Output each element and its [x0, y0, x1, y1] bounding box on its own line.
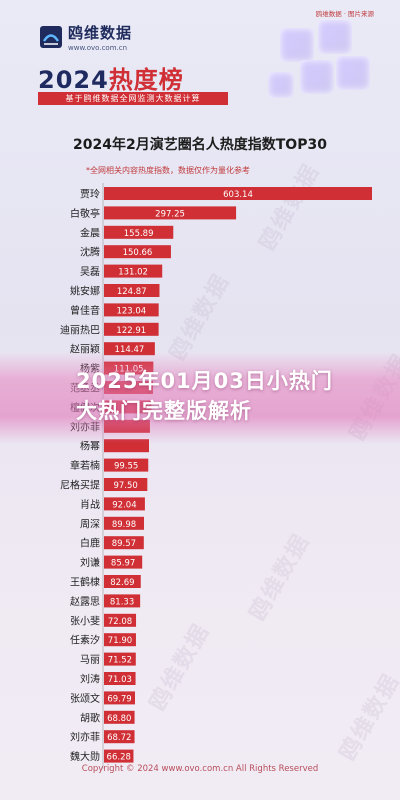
bar [104, 633, 136, 647]
bar [104, 672, 136, 685]
category-label: 金晨 [80, 226, 100, 239]
brand-header: 鸥维数据 www.ovo.com.cn [40, 22, 132, 52]
value-label: 69.79 [107, 694, 131, 704]
overlay-banner [0, 352, 400, 444]
category-label: 白鹿 [80, 537, 100, 550]
bar [104, 245, 171, 259]
category-label: 张颂文 [70, 692, 100, 705]
bar [104, 284, 160, 297]
category-label: 姚安娜 [70, 285, 100, 298]
brand-url: www.ovo.com.cn [68, 44, 128, 52]
bar [104, 187, 372, 200]
value-label: 66.28 [107, 753, 131, 763]
category-label: 刘谦 [80, 556, 100, 569]
category-label: 胡歌 [80, 711, 100, 724]
bar [104, 555, 143, 569]
value-label: 89.98 [112, 520, 136, 530]
bar [104, 497, 145, 511]
value-label: 68.72 [107, 733, 131, 743]
bar [104, 264, 163, 278]
page-title: 2024热度榜 [38, 60, 184, 95]
category-label: 任素汐 [70, 634, 100, 647]
bar [104, 710, 135, 724]
bar [104, 575, 141, 588]
value-label: 92.04 [112, 500, 136, 510]
category-label: 赵露思 [70, 595, 100, 608]
category-label: 章若楠 [70, 459, 100, 472]
bar [104, 730, 135, 744]
value-label: 123.04 [116, 306, 146, 316]
value-label: 89.57 [112, 539, 136, 549]
bar [104, 594, 141, 608]
brand-name: 鸥维数据 [68, 24, 133, 42]
bar [104, 458, 149, 472]
overlay-title: 2025年01月03日小热门大热门完整版解析 [76, 369, 333, 423]
category-label: 曾佳音 [70, 304, 100, 317]
chart-note: *全网相关内容热度指数，数据仅作为量化参考 [86, 166, 250, 175]
category-label: 马丽 [80, 654, 100, 666]
value-label: 71.03 [108, 675, 132, 685]
decorative-cubes [260, 20, 370, 120]
bar [104, 536, 144, 550]
value-label: 71.52 [108, 656, 132, 666]
value-label: 68.80 [107, 714, 131, 724]
category-label: 张小斐 [70, 615, 100, 627]
value-label: 131.02 [118, 268, 148, 278]
bar [104, 206, 237, 220]
category-label: 迪丽热巴 [60, 323, 100, 336]
category-label: 刘亦菲 [70, 731, 100, 744]
value-label: 82.69 [110, 578, 134, 588]
brand-logo-icon [40, 26, 62, 48]
category-label: 王鹤棣 [70, 576, 100, 589]
value-label: 99.55 [114, 462, 138, 472]
value-label: 114.47 [115, 345, 145, 355]
value-label: 81.33 [110, 597, 134, 607]
bar [104, 342, 155, 356]
category-label: 肖战 [80, 498, 100, 511]
category-label: 贾玲 [80, 189, 100, 201]
value-label: 71.90 [108, 636, 132, 646]
value-label: 122.91 [116, 326, 146, 336]
bar [104, 516, 144, 530]
category-label: 周深 [80, 518, 100, 530]
bar [104, 478, 148, 491]
category-label: 白敬亭 [70, 207, 100, 220]
bar [104, 303, 159, 317]
category-label: 吴磊 [80, 266, 100, 278]
value-label: 97.50 [113, 481, 137, 491]
category-label: 刘涛 [80, 673, 100, 686]
chart-title: 2024年2月演艺圈名人热度指数TOP30 [73, 137, 327, 153]
value-label: 603.14 [223, 190, 253, 200]
bar [104, 691, 136, 705]
top-right-logo: 鸥维数据 · 图片来源 [315, 10, 374, 18]
category-label: 魏大勋 [70, 750, 100, 763]
value-label: 85.97 [111, 559, 135, 569]
value-label: 72.08 [108, 617, 132, 627]
bar [104, 613, 137, 627]
bar [104, 225, 174, 239]
page-title-year: 2024 [38, 66, 109, 94]
bar [104, 322, 159, 336]
value-label: 124.87 [117, 287, 147, 297]
category-label: 尼格买提 [60, 479, 100, 492]
page-title-text: 热度榜 [108, 66, 184, 94]
page-subtitle: 基于鸥维数据全网监测大数据计算 [38, 92, 228, 105]
value-label: 297.25 [155, 209, 185, 219]
category-label: 沈腾 [80, 246, 100, 259]
copyright-footer: Copyright © 2024 www.ovo.com.cn All Righ… [81, 764, 319, 774]
value-label: 155.89 [124, 229, 154, 239]
bar [104, 749, 134, 763]
bar [104, 652, 136, 666]
value-label: 150.66 [123, 248, 153, 258]
